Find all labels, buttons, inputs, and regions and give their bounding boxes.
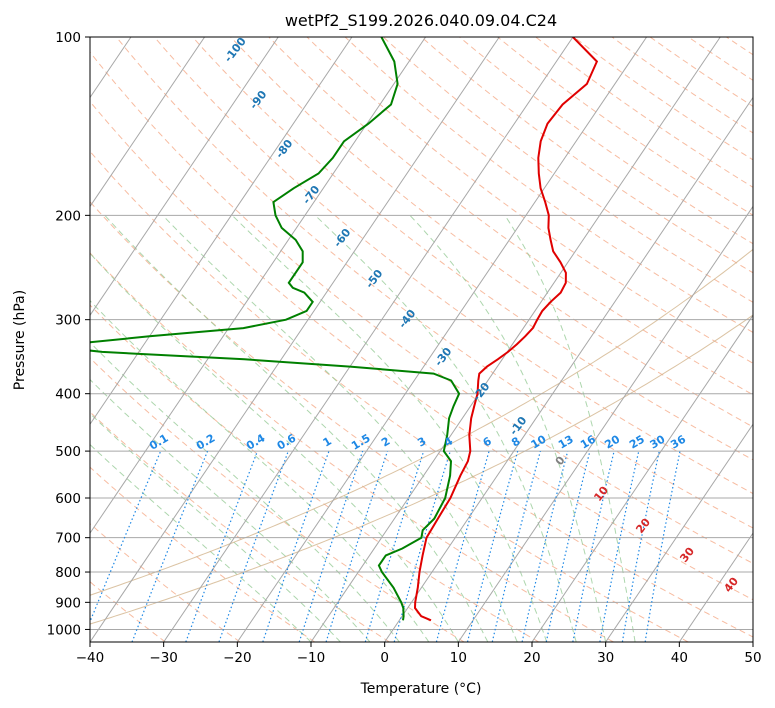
dry-adiabat bbox=[154, 37, 753, 495]
reference-curve bbox=[90, 248, 753, 596]
axis-ticks: −40 −30 −20 −10 0 10 20 30 40 50 100 200 300 400 500 60… bbox=[47, 30, 762, 666]
y-tick-label: 400 bbox=[55, 387, 81, 403]
mixing-ratio-line bbox=[545, 450, 591, 642]
dry-adiabat bbox=[90, 51, 753, 564]
dewpoint-line bbox=[90, 37, 461, 621]
y-tick-label: 500 bbox=[55, 444, 81, 460]
moist-adiabat bbox=[104, 214, 489, 642]
isotherm-line bbox=[90, 37, 427, 534]
isotherm-line bbox=[457, 205, 753, 642]
y-tick-label: 100 bbox=[55, 30, 81, 46]
isotherm-line bbox=[90, 37, 500, 642]
dry-adiabat bbox=[90, 252, 614, 642]
x-axis-label: Temperature (°C) bbox=[360, 681, 482, 697]
dry-adiabat bbox=[90, 523, 241, 642]
dry-adiabat bbox=[90, 357, 465, 642]
isotherm-line bbox=[605, 423, 753, 642]
dry-adiabat bbox=[192, 37, 753, 461]
y-tick-label: 200 bbox=[55, 208, 81, 224]
isotherm-line bbox=[163, 37, 574, 642]
mixing-ratio-line bbox=[185, 450, 259, 642]
mixing-ratio-line bbox=[131, 450, 209, 642]
dry-adiabat bbox=[268, 37, 753, 396]
mixing-ratio-line bbox=[435, 450, 490, 642]
x-tick-label: 10 bbox=[450, 650, 467, 666]
dry-adiabat bbox=[90, 100, 753, 601]
moist-adiabat bbox=[90, 252, 459, 642]
chart-title: wetPf2_S199.2026.040.09.04.C24 bbox=[285, 11, 557, 31]
mixing-ratio-line bbox=[298, 450, 364, 642]
y-tick-label: 900 bbox=[55, 595, 81, 611]
moist-adiabat bbox=[504, 215, 636, 642]
x-tick-label: 40 bbox=[671, 650, 688, 666]
isotherm-line bbox=[310, 37, 721, 642]
sounding-profiles bbox=[90, 37, 599, 622]
isotherm-line bbox=[531, 314, 753, 642]
y-axis-label: Pressure (hPa) bbox=[12, 290, 28, 390]
mixing-ratio-line bbox=[218, 450, 289, 642]
dry-adiabat bbox=[90, 466, 315, 642]
temperature-line bbox=[413, 37, 599, 622]
dry-adiabat bbox=[230, 37, 753, 428]
x-tick-label: −10 bbox=[297, 650, 326, 666]
background-lines bbox=[90, 37, 753, 642]
x-tick-label: 20 bbox=[523, 650, 540, 666]
dry-adiabat bbox=[90, 411, 390, 642]
x-tick-label: −30 bbox=[149, 650, 178, 666]
x-tick-label: −20 bbox=[223, 650, 252, 666]
moist-adiabat bbox=[409, 214, 607, 642]
isotherm-line bbox=[678, 532, 753, 642]
dry-adiabat bbox=[115, 37, 753, 529]
isotherm-line bbox=[236, 37, 648, 642]
mixing-ratio-line bbox=[364, 450, 425, 642]
mixing-ratio-line bbox=[572, 450, 615, 642]
mixing-ratio-line bbox=[325, 450, 389, 642]
x-tick-label: −40 bbox=[76, 650, 105, 666]
mixing-ratio-line bbox=[393, 450, 451, 642]
plot-frame bbox=[89, 36, 754, 643]
isotherm-line bbox=[90, 37, 206, 208]
y-tick-label: 1000 bbox=[47, 622, 81, 638]
x-tick-label: 30 bbox=[597, 650, 614, 666]
moist-adiabat bbox=[162, 214, 518, 642]
x-tick-label: 50 bbox=[744, 650, 761, 666]
dry-adiabat bbox=[382, 37, 753, 303]
dry-adiabat bbox=[90, 304, 540, 642]
moist-adiabat bbox=[314, 214, 577, 642]
mixing-ratio-line bbox=[90, 450, 162, 624]
x-tick-label: 0 bbox=[380, 650, 389, 666]
y-tick-label: 800 bbox=[55, 565, 81, 581]
isotherm-line bbox=[90, 37, 353, 426]
moist-adiabat bbox=[90, 341, 400, 642]
moist-adiabat bbox=[231, 214, 548, 642]
isotherm-line bbox=[384, 96, 753, 642]
dry-adiabat bbox=[90, 201, 689, 642]
mixing-ratio-line bbox=[262, 450, 330, 642]
reference-curve bbox=[90, 314, 753, 625]
moist-adiabat bbox=[90, 412, 341, 642]
y-tick-label: 300 bbox=[55, 313, 81, 329]
moist-adiabat bbox=[90, 443, 312, 642]
mixing-ratio-line bbox=[521, 450, 569, 642]
y-tick-label: 700 bbox=[55, 531, 81, 547]
mixing-ratio-line bbox=[466, 450, 519, 642]
y-tick-label: 600 bbox=[55, 491, 81, 507]
mixing-ratio-line bbox=[491, 450, 541, 642]
isotherm-line bbox=[90, 37, 279, 317]
